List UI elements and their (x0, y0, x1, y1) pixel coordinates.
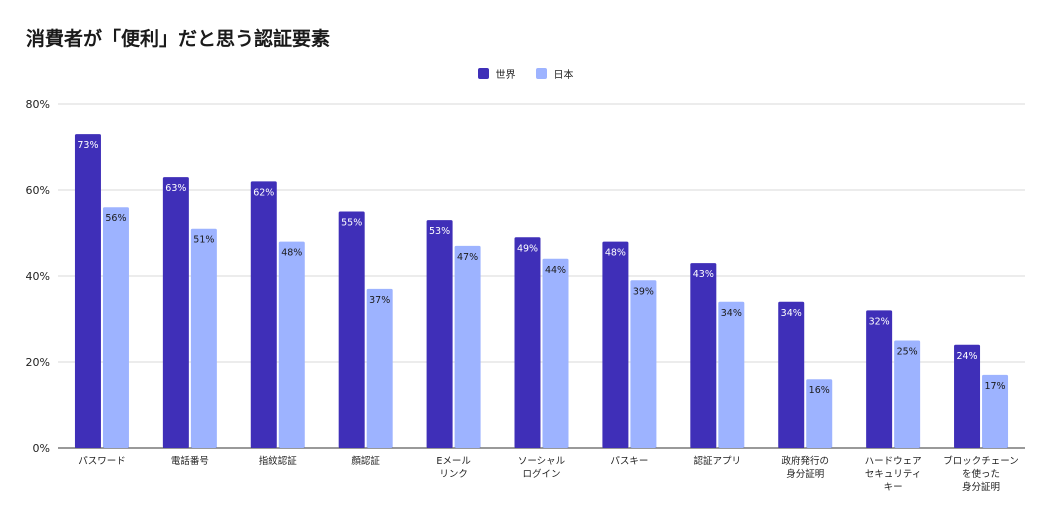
data-label-japan: 16% (809, 385, 830, 396)
legend-label-japan: 日本 (553, 70, 574, 81)
data-label-world: 55% (341, 218, 362, 229)
y-tick-label: 80% (26, 98, 50, 111)
legend: 世界 日本 (0, 66, 1051, 81)
x-tick-label: Eメール (436, 456, 471, 467)
data-label-japan: 17% (984, 381, 1005, 392)
bar-japan (630, 280, 657, 448)
x-tick-label: 電話番号 (171, 455, 209, 467)
bar-world (954, 344, 981, 448)
legend-swatch-world (477, 68, 489, 79)
legend-label-world: 世界 (495, 70, 516, 81)
x-tick-label: 指紋認証 (259, 455, 298, 467)
bar-world (74, 134, 101, 448)
x-tick-label: キー (884, 482, 903, 493)
y-tick-label: 20% (26, 356, 50, 369)
legend-item-world: 世界 (477, 66, 516, 81)
y-tick-label: 0% (33, 442, 50, 455)
x-tick-label: 認証アプリ (694, 455, 742, 467)
data-label-world: 73% (77, 140, 98, 151)
bar-japan (894, 340, 921, 448)
data-label-japan: 48% (281, 248, 302, 259)
data-label-world: 63% (165, 183, 186, 194)
x-tick-label: ソーシャル (518, 456, 566, 467)
bar-japan (454, 245, 481, 448)
data-label-world: 24% (956, 351, 977, 362)
data-label-japan: 56% (105, 213, 126, 224)
bar-japan (278, 241, 305, 448)
x-tick-label: パスキー (610, 456, 648, 467)
y-tick-label: 60% (26, 184, 50, 197)
bar-world (514, 237, 541, 448)
bar-japan (806, 379, 833, 448)
bar-world (338, 211, 365, 448)
bar-japan (718, 301, 745, 448)
bar-japan (102, 207, 129, 448)
x-tick-label: 身分証明 (786, 468, 824, 480)
x-tick-label: 顔認証 (351, 455, 380, 467)
data-label-japan: 37% (369, 295, 390, 306)
legend-swatch-japan (535, 68, 547, 79)
x-tick-label: ブロックチェーン (943, 455, 1019, 467)
x-tick-label: パスワード (78, 456, 126, 467)
data-label-japan: 44% (545, 265, 566, 276)
chart-title: 消費者が「便利」だと思う認証要素 (26, 28, 331, 50)
legend-item-japan: 日本 (535, 66, 574, 81)
bar-japan (366, 288, 393, 448)
data-label-japan: 25% (897, 347, 918, 358)
bar-world (866, 310, 893, 448)
data-label-world: 49% (517, 243, 538, 254)
x-tick-label: を使った (962, 468, 1000, 480)
data-label-world: 53% (429, 226, 450, 237)
x-tick-label: ログイン (522, 468, 560, 480)
x-tick-label: リンク (439, 469, 468, 480)
bar-world (250, 181, 277, 448)
data-label-world: 62% (253, 187, 274, 198)
x-tick-label: 身分証明 (962, 481, 1000, 493)
bar-japan (542, 258, 569, 448)
x-tick-label: セキュリティ (865, 469, 921, 480)
bar-world (602, 241, 629, 448)
bar-japan (190, 228, 217, 448)
data-label-japan: 47% (457, 252, 478, 263)
bar-japan (982, 374, 1009, 448)
x-tick-label: 政府発行の (781, 455, 829, 467)
y-tick-label: 40% (26, 270, 50, 283)
data-label-japan: 34% (721, 308, 742, 319)
data-label-world: 43% (693, 269, 714, 280)
bar-world (162, 177, 189, 448)
data-label-world: 34% (781, 308, 802, 319)
data-label-japan: 39% (633, 286, 654, 297)
x-tick-label: ハードウェア (865, 456, 922, 467)
data-label-world: 32% (869, 316, 890, 327)
data-label-world: 48% (605, 248, 626, 259)
bar-world (778, 301, 805, 448)
bar-world (426, 220, 453, 448)
data-label-japan: 51% (193, 235, 214, 246)
bar-world (690, 263, 717, 448)
